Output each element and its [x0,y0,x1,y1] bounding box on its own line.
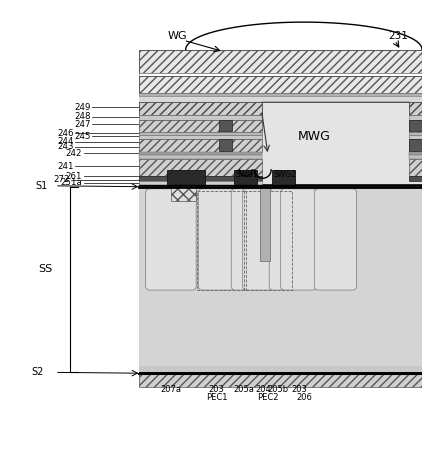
Bar [139,135,262,140]
Text: 205a: 205a [233,385,254,394]
Bar [244,191,292,290]
Text: 247: 247 [74,120,91,129]
Bar [139,152,262,155]
Bar [139,76,422,93]
Text: 246: 246 [57,128,74,138]
Text: 242: 242 [66,149,82,158]
Text: 205b: 205b [267,385,288,394]
Bar [139,181,262,185]
Text: MWG: MWG [298,129,331,143]
FancyBboxPatch shape [314,189,357,290]
Bar [139,176,262,181]
Text: SS: SS [38,264,52,274]
Bar [409,140,422,152]
Text: 272: 272 [53,175,70,184]
FancyBboxPatch shape [198,189,234,290]
Bar [139,159,262,176]
Bar [139,187,422,377]
Text: SWG1: SWG1 [235,170,258,178]
Bar [139,49,422,73]
Text: 243: 243 [57,142,74,151]
Text: PEC1: PEC1 [206,393,227,402]
Bar [409,176,422,181]
Bar [219,140,232,151]
Text: 251a: 251a [60,178,82,188]
Bar [409,120,422,131]
Bar [409,102,422,115]
Bar [139,120,262,132]
Bar [409,120,422,132]
Bar [139,140,262,152]
Bar [139,73,422,76]
FancyBboxPatch shape [146,189,196,290]
Text: 245: 245 [74,132,91,141]
Text: 261: 261 [66,172,82,181]
Text: WG: WG [168,31,187,41]
Text: PEC2: PEC2 [257,393,279,402]
Text: 206: 206 [296,393,312,402]
Text: 249: 249 [74,103,91,112]
Bar [409,140,422,151]
Bar [167,170,205,186]
Bar [234,170,257,186]
Bar [260,185,270,261]
Bar [139,102,262,115]
Bar [139,96,422,387]
Bar [139,155,262,159]
Text: 241: 241 [57,162,74,171]
Bar [171,185,196,201]
FancyBboxPatch shape [281,189,316,290]
Bar [409,155,422,159]
Bar [219,120,232,131]
Bar [139,115,262,120]
Text: 248: 248 [74,112,91,121]
Text: S2: S2 [32,367,44,377]
Bar [139,93,422,96]
Text: SWG2: SWG2 [273,170,296,178]
Bar [409,152,422,155]
Bar [139,375,422,387]
Bar [409,159,422,176]
Text: 231: 231 [388,31,408,41]
Polygon shape [232,102,422,185]
Bar [409,135,422,140]
Bar [272,170,295,186]
Text: 203: 203 [292,385,308,394]
Text: 204: 204 [256,385,272,394]
Text: 203: 203 [208,385,225,394]
Text: 207a: 207a [160,385,181,394]
Bar [139,132,262,135]
Bar [409,132,422,135]
Text: S1: S1 [36,181,48,191]
FancyBboxPatch shape [243,189,274,290]
Text: 244: 244 [57,137,74,146]
Bar [139,366,422,375]
Bar [197,191,246,290]
FancyBboxPatch shape [231,189,246,290]
Bar [409,115,422,120]
FancyBboxPatch shape [269,189,284,290]
